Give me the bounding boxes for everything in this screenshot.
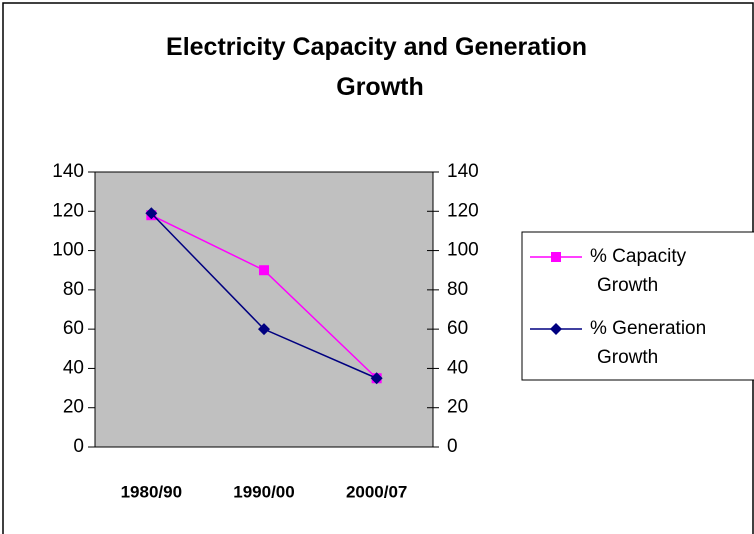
y-tick-label: 20 <box>63 397 84 418</box>
x-tick-label: 2000/07 <box>346 482 407 501</box>
y2-tick-label: 100 <box>447 240 479 261</box>
y2-tick-label: 120 <box>447 200 479 221</box>
y-tick-label: 120 <box>52 200 84 221</box>
marker <box>551 252 561 262</box>
y-tick-label: 60 <box>63 318 84 339</box>
legend-label: % Generation Growth <box>590 318 711 368</box>
y-tick-label: 80 <box>63 279 84 300</box>
marker <box>259 265 269 276</box>
y-tick-label: 0 <box>73 436 84 457</box>
y-tick-label: 140 <box>52 161 84 182</box>
marker <box>370 372 383 385</box>
y2-tick-label: 80 <box>447 279 468 300</box>
marker <box>550 323 562 335</box>
y2-tick-label: 40 <box>447 357 468 378</box>
x-tick-label: 1980/90 <box>121 482 182 501</box>
legend-label: % Capacity Growth <box>590 246 691 296</box>
y-tick-label: 100 <box>52 240 84 261</box>
y-tick-label: 40 <box>63 357 84 378</box>
chart-title: Electricity Capacity and Generation Grow… <box>166 33 594 101</box>
y2-tick-label: 140 <box>447 161 479 182</box>
y2-tick-label: 0 <box>447 436 458 457</box>
y2-tick-label: 60 <box>447 318 468 339</box>
marker <box>258 323 270 336</box>
y2-tick-label: 20 <box>447 397 468 418</box>
marker <box>145 207 158 220</box>
x-tick-label: 1990/00 <box>233 482 294 501</box>
